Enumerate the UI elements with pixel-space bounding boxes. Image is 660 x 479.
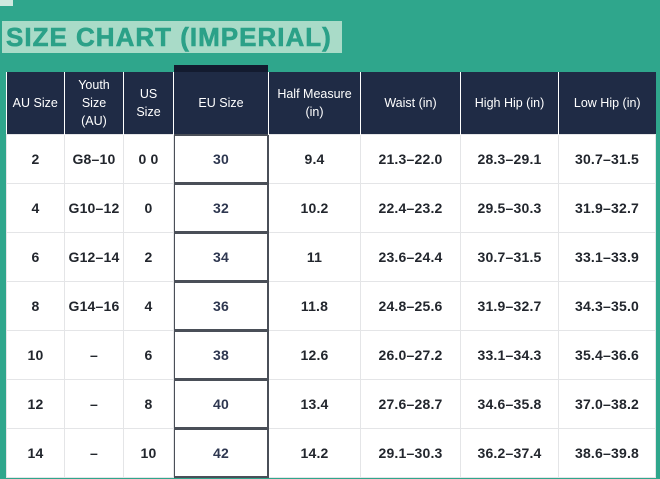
cell-au-size: 10: [6, 330, 65, 380]
corner-artifact: [0, 0, 13, 6]
column-header-au-size: AU Size: [6, 72, 65, 135]
page-title: SIZE CHART (IMPERIAL): [2, 21, 342, 53]
cell-us-size: 10: [123, 428, 174, 478]
column-header-high-hip: High Hip (in): [460, 72, 559, 135]
cell-high-hip: 31.9–32.7: [460, 281, 559, 331]
cell-au-size: 8: [6, 281, 65, 331]
cell-half-measure: 10.2: [268, 183, 361, 233]
size-chart-table: AU Size Youth Size (AU) US Size EU Size …: [6, 65, 656, 478]
cell-half-measure: 11.8: [268, 281, 361, 331]
column-header-waist: Waist (in): [360, 72, 461, 135]
cell-eu-size: 36: [173, 281, 269, 331]
cell-waist: 24.8–25.6: [360, 281, 461, 331]
cell-us-size: 6: [123, 330, 174, 380]
cell-eu-size: 40: [173, 379, 269, 429]
page-title-text: SIZE CHART (IMPERIAL): [6, 22, 332, 53]
table-row: 10 – 6 38 12.6 26.0–27.2 33.1–34.3 35.4–…: [6, 330, 656, 380]
cell-waist: 26.0–27.2: [360, 330, 461, 380]
cell-youth-size: –: [64, 330, 124, 380]
cell-waist: 29.1–30.3: [360, 428, 461, 478]
cell-low-hip: 37.0–38.2: [558, 379, 656, 429]
cell-us-size: 0 0: [123, 134, 174, 184]
cell-low-hip: 35.4–36.6: [558, 330, 656, 380]
cell-waist: 27.6–28.7: [360, 379, 461, 429]
cell-youth-size: –: [64, 428, 124, 478]
column-header-low-hip: Low Hip (in): [558, 72, 656, 135]
cell-half-measure: 14.2: [268, 428, 361, 478]
cell-waist: 22.4–23.2: [360, 183, 461, 233]
column-header-us-size: US Size: [123, 72, 174, 135]
cell-youth-size: G12–14: [64, 232, 124, 282]
cell-half-measure: 12.6: [268, 330, 361, 380]
cell-eu-size: 30: [173, 134, 269, 184]
cell-us-size: 4: [123, 281, 174, 331]
cell-youth-size: –: [64, 379, 124, 429]
table-row: 12 – 8 40 13.4 27.6–28.7 34.6–35.8 37.0–…: [6, 379, 656, 429]
table-row: 14 – 10 42 14.2 29.1–30.3 36.2–37.4 38.6…: [6, 428, 656, 478]
cell-low-hip: 33.1–33.9: [558, 232, 656, 282]
table-row: 8 G14–16 4 36 11.8 24.8–25.6 31.9–32.7 3…: [6, 281, 656, 331]
cell-au-size: 14: [6, 428, 65, 478]
cell-au-size: 4: [6, 183, 65, 233]
cell-youth-size: G14–16: [64, 281, 124, 331]
cell-half-measure: 13.4: [268, 379, 361, 429]
cell-au-size: 2: [6, 134, 65, 184]
cell-half-measure: 9.4: [268, 134, 361, 184]
cell-eu-size: 38: [173, 330, 269, 380]
cell-us-size: 8: [123, 379, 174, 429]
cell-eu-size: 42: [173, 428, 269, 478]
table-row: 6 G12–14 2 34 11 23.6–24.4 30.7–31.5 33.…: [6, 232, 656, 282]
cell-high-hip: 34.6–35.8: [460, 379, 559, 429]
table-row: 4 G10–12 0 32 10.2 22.4–23.2 29.5–30.3 3…: [6, 183, 656, 233]
column-header-half-measure: Half Measure (in): [268, 72, 361, 135]
cell-high-hip: 33.1–34.3: [460, 330, 559, 380]
cell-us-size: 0: [123, 183, 174, 233]
cell-eu-size: 32: [173, 183, 269, 233]
cell-au-size: 6: [6, 232, 65, 282]
cell-eu-size: 34: [173, 232, 269, 282]
cell-youth-size: G10–12: [64, 183, 124, 233]
cell-high-hip: 36.2–37.4: [460, 428, 559, 478]
cell-waist: 23.6–24.4: [360, 232, 461, 282]
cell-high-hip: 28.3–29.1: [460, 134, 559, 184]
header-row: AU Size Youth Size (AU) US Size EU Size …: [6, 65, 656, 135]
table-row: 2 G8–10 0 0 30 9.4 21.3–22.0 28.3–29.1 3…: [6, 134, 656, 184]
cell-half-measure: 11: [268, 232, 361, 282]
cell-low-hip: 31.9–32.7: [558, 183, 656, 233]
cell-youth-size: G8–10: [64, 134, 124, 184]
cell-low-hip: 38.6–39.8: [558, 428, 656, 478]
cell-high-hip: 30.7–31.5: [460, 232, 559, 282]
cell-low-hip: 34.3–35.0: [558, 281, 656, 331]
cell-high-hip: 29.5–30.3: [460, 183, 559, 233]
column-header-eu-size: EU Size: [173, 65, 269, 135]
cell-us-size: 2: [123, 232, 174, 282]
cell-au-size: 12: [6, 379, 65, 429]
column-header-youth-size: Youth Size (AU): [64, 72, 124, 135]
cell-waist: 21.3–22.0: [360, 134, 461, 184]
cell-low-hip: 30.7–31.5: [558, 134, 656, 184]
